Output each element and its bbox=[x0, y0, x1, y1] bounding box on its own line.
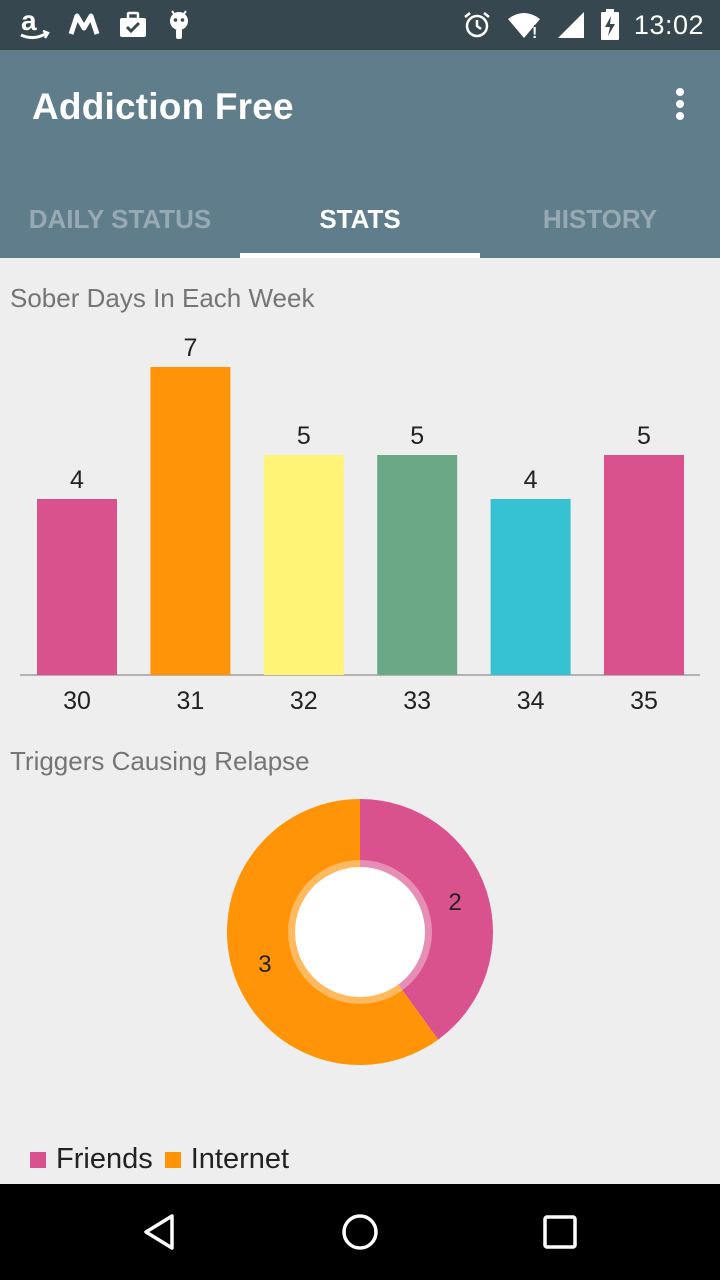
x-tick-label: 34 bbox=[517, 687, 545, 715]
legend-item-internet: Internet bbox=[164, 1143, 290, 1176]
chart-legend: Friends Internet bbox=[30, 1143, 301, 1176]
amazon-icon: a bbox=[18, 8, 50, 42]
svg-text:a: a bbox=[21, 8, 37, 36]
m-app-icon bbox=[68, 12, 100, 38]
legend-item-friends: Friends bbox=[30, 1143, 153, 1176]
bar-week-30 bbox=[37, 499, 117, 675]
legend-label-internet: Internet bbox=[190, 1143, 290, 1175]
slice-friends bbox=[360, 799, 494, 1040]
alarm-icon bbox=[462, 10, 492, 40]
back-icon[interactable] bbox=[125, 1204, 195, 1260]
bar-week-35 bbox=[604, 455, 684, 675]
battery-charging-icon bbox=[600, 9, 620, 41]
x-tick-label: 30 bbox=[63, 687, 91, 715]
sober-days-title: Sober Days In Each Week bbox=[10, 283, 315, 313]
bar-value-label: 5 bbox=[410, 422, 424, 450]
navigation-bar bbox=[0, 1184, 720, 1280]
x-tick-label: 35 bbox=[630, 687, 658, 715]
legend-swatch-friends bbox=[30, 1151, 46, 1168]
app-bar: Addiction Free DAILY STATUS STATS HISTOR… bbox=[0, 50, 720, 258]
bar-week-31 bbox=[150, 367, 231, 675]
recents-icon[interactable] bbox=[525, 1204, 595, 1260]
legend-label-friends: Friends bbox=[56, 1143, 153, 1175]
signal-icon bbox=[556, 10, 586, 40]
legend-swatch-internet bbox=[164, 1151, 181, 1168]
tab-daily-status[interactable]: DAILY STATUS bbox=[28, 203, 212, 234]
bar-value-label: 5 bbox=[297, 422, 311, 450]
slice-value-label: 2 bbox=[448, 889, 461, 916]
briefcase-check-icon bbox=[118, 11, 148, 39]
bar-value-label: 4 bbox=[70, 466, 84, 494]
home-icon[interactable] bbox=[325, 1204, 395, 1260]
bar-week-32 bbox=[263, 455, 344, 675]
x-tick-label: 32 bbox=[290, 687, 318, 715]
bar-value-label: 5 bbox=[637, 422, 651, 450]
slice-value-label: 3 bbox=[258, 951, 271, 978]
clock-time: 13:02 bbox=[633, 9, 704, 40]
sober-days-bar-chart: 4 30 7 31 5 32 5 33 4 34 5 35 bbox=[20, 330, 700, 715]
chart-background bbox=[20, 330, 700, 676]
bar-week-33 bbox=[377, 455, 458, 675]
bar-value-label: 7 bbox=[183, 334, 197, 362]
bar-value-label: 4 bbox=[524, 466, 538, 494]
donut-hole bbox=[295, 867, 425, 997]
triggers-donut-chart: 23 bbox=[227, 799, 494, 1065]
app-title: Addiction Free bbox=[32, 86, 294, 127]
tab-bar: DAILY STATUS STATS HISTORY bbox=[0, 180, 720, 258]
triggers-title: Triggers Causing Relapse bbox=[10, 746, 310, 776]
tab-stats[interactable]: STATS bbox=[240, 180, 480, 258]
wifi-icon: ! bbox=[506, 11, 542, 39]
android-icon bbox=[166, 9, 192, 41]
status-bar: a bbox=[0, 0, 720, 50]
svg-text:!: ! bbox=[532, 25, 537, 39]
x-tick-label: 31 bbox=[176, 687, 204, 715]
x-tick-label: 33 bbox=[403, 687, 431, 715]
overflow-menu-icon[interactable] bbox=[672, 88, 688, 128]
bar-week-34 bbox=[490, 499, 571, 675]
tab-history[interactable]: HISTORY bbox=[542, 203, 658, 234]
